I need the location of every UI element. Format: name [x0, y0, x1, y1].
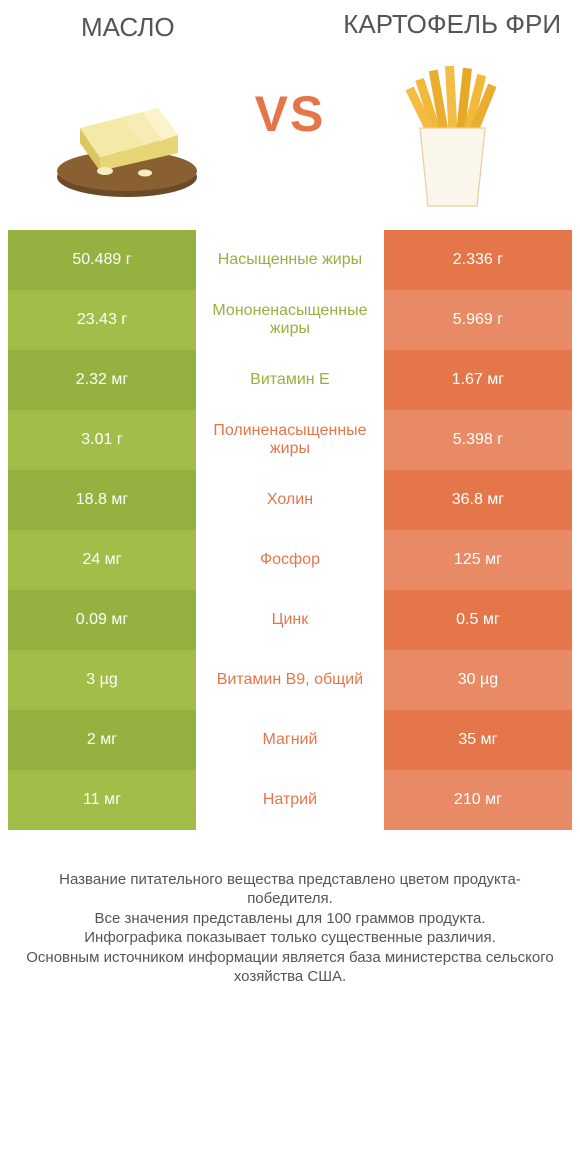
table-row: 0.09 мгЦинк0.5 мг	[8, 590, 572, 650]
table-row: 2.32 мгВитамин E1.67 мг	[8, 350, 572, 410]
comparison-table: 50.489 гНасыщенные жиры2.336 г23.43 гМон…	[8, 230, 572, 830]
cell-right-value: 2.336 г	[384, 230, 572, 290]
cell-right-value: 35 мг	[384, 710, 572, 770]
product-left: МАСЛО	[15, 13, 241, 216]
cell-nutrient-label: Витамин B9, общий	[196, 650, 384, 710]
cell-nutrient-label: Полиненасыщенные жиры	[196, 410, 384, 470]
table-row: 24 мгФосфор125 мг	[8, 530, 572, 590]
cell-right-value: 36.8 мг	[384, 470, 572, 530]
footer-line: Основным источником информации является …	[22, 948, 558, 987]
cell-nutrient-label: Цинк	[196, 590, 384, 650]
cell-nutrient-label: Магний	[196, 710, 384, 770]
table-row: 3.01 гПолиненасыщенные жиры5.398 г	[8, 410, 572, 470]
cell-left-value: 50.489 г	[8, 230, 196, 290]
table-row: 11 мгНатрий210 мг	[8, 770, 572, 830]
cell-left-value: 2 мг	[8, 710, 196, 770]
cell-nutrient-label: Витамин E	[196, 350, 384, 410]
product-right: КАРТОФЕЛЬ ФРИ	[339, 10, 565, 218]
cell-right-value: 5.398 г	[384, 410, 572, 470]
cell-right-value: 125 мг	[384, 530, 572, 590]
fries-icon	[375, 58, 530, 213]
footer-note: Название питательного вещества представл…	[8, 870, 572, 987]
cell-nutrient-label: Холин	[196, 470, 384, 530]
cell-nutrient-label: Мононенасыщенные жиры	[196, 290, 384, 350]
footer-line: Инфографика показывает только существенн…	[22, 928, 558, 948]
comparison-header: МАСЛО VS КАРТОФЕЛЬ ФРИ	[8, 10, 572, 218]
cell-left-value: 24 мг	[8, 530, 196, 590]
table-row: 3 µgВитамин B9, общий30 µg	[8, 650, 572, 710]
table-row: 2 мгМагний35 мг	[8, 710, 572, 770]
butter-icon	[50, 60, 205, 215]
cell-left-value: 3 µg	[8, 650, 196, 710]
footer-line: Все значения представлены для 100 граммо…	[22, 909, 558, 929]
cell-left-value: 0.09 мг	[8, 590, 196, 650]
table-row: 50.489 гНасыщенные жиры2.336 г	[8, 230, 572, 290]
cell-left-value: 11 мг	[8, 770, 196, 830]
table-row: 23.43 гМононенасыщенные жиры5.969 г	[8, 290, 572, 350]
product-right-title: КАРТОФЕЛЬ ФРИ	[339, 10, 565, 40]
vs-label: VS	[255, 85, 326, 143]
footer-line: Название питательного вещества представл…	[22, 870, 558, 909]
product-left-title: МАСЛО	[15, 13, 241, 43]
cell-right-value: 30 µg	[384, 650, 572, 710]
cell-left-value: 3.01 г	[8, 410, 196, 470]
cell-right-value: 0.5 мг	[384, 590, 572, 650]
cell-nutrient-label: Натрий	[196, 770, 384, 830]
cell-left-value: 18.8 мг	[8, 470, 196, 530]
cell-right-value: 5.969 г	[384, 290, 572, 350]
table-row: 18.8 мгХолин36.8 мг	[8, 470, 572, 530]
cell-left-value: 2.32 мг	[8, 350, 196, 410]
cell-left-value: 23.43 г	[8, 290, 196, 350]
cell-right-value: 1.67 мг	[384, 350, 572, 410]
cell-nutrient-label: Насыщенные жиры	[196, 230, 384, 290]
cell-right-value: 210 мг	[384, 770, 572, 830]
cell-nutrient-label: Фосфор	[196, 530, 384, 590]
